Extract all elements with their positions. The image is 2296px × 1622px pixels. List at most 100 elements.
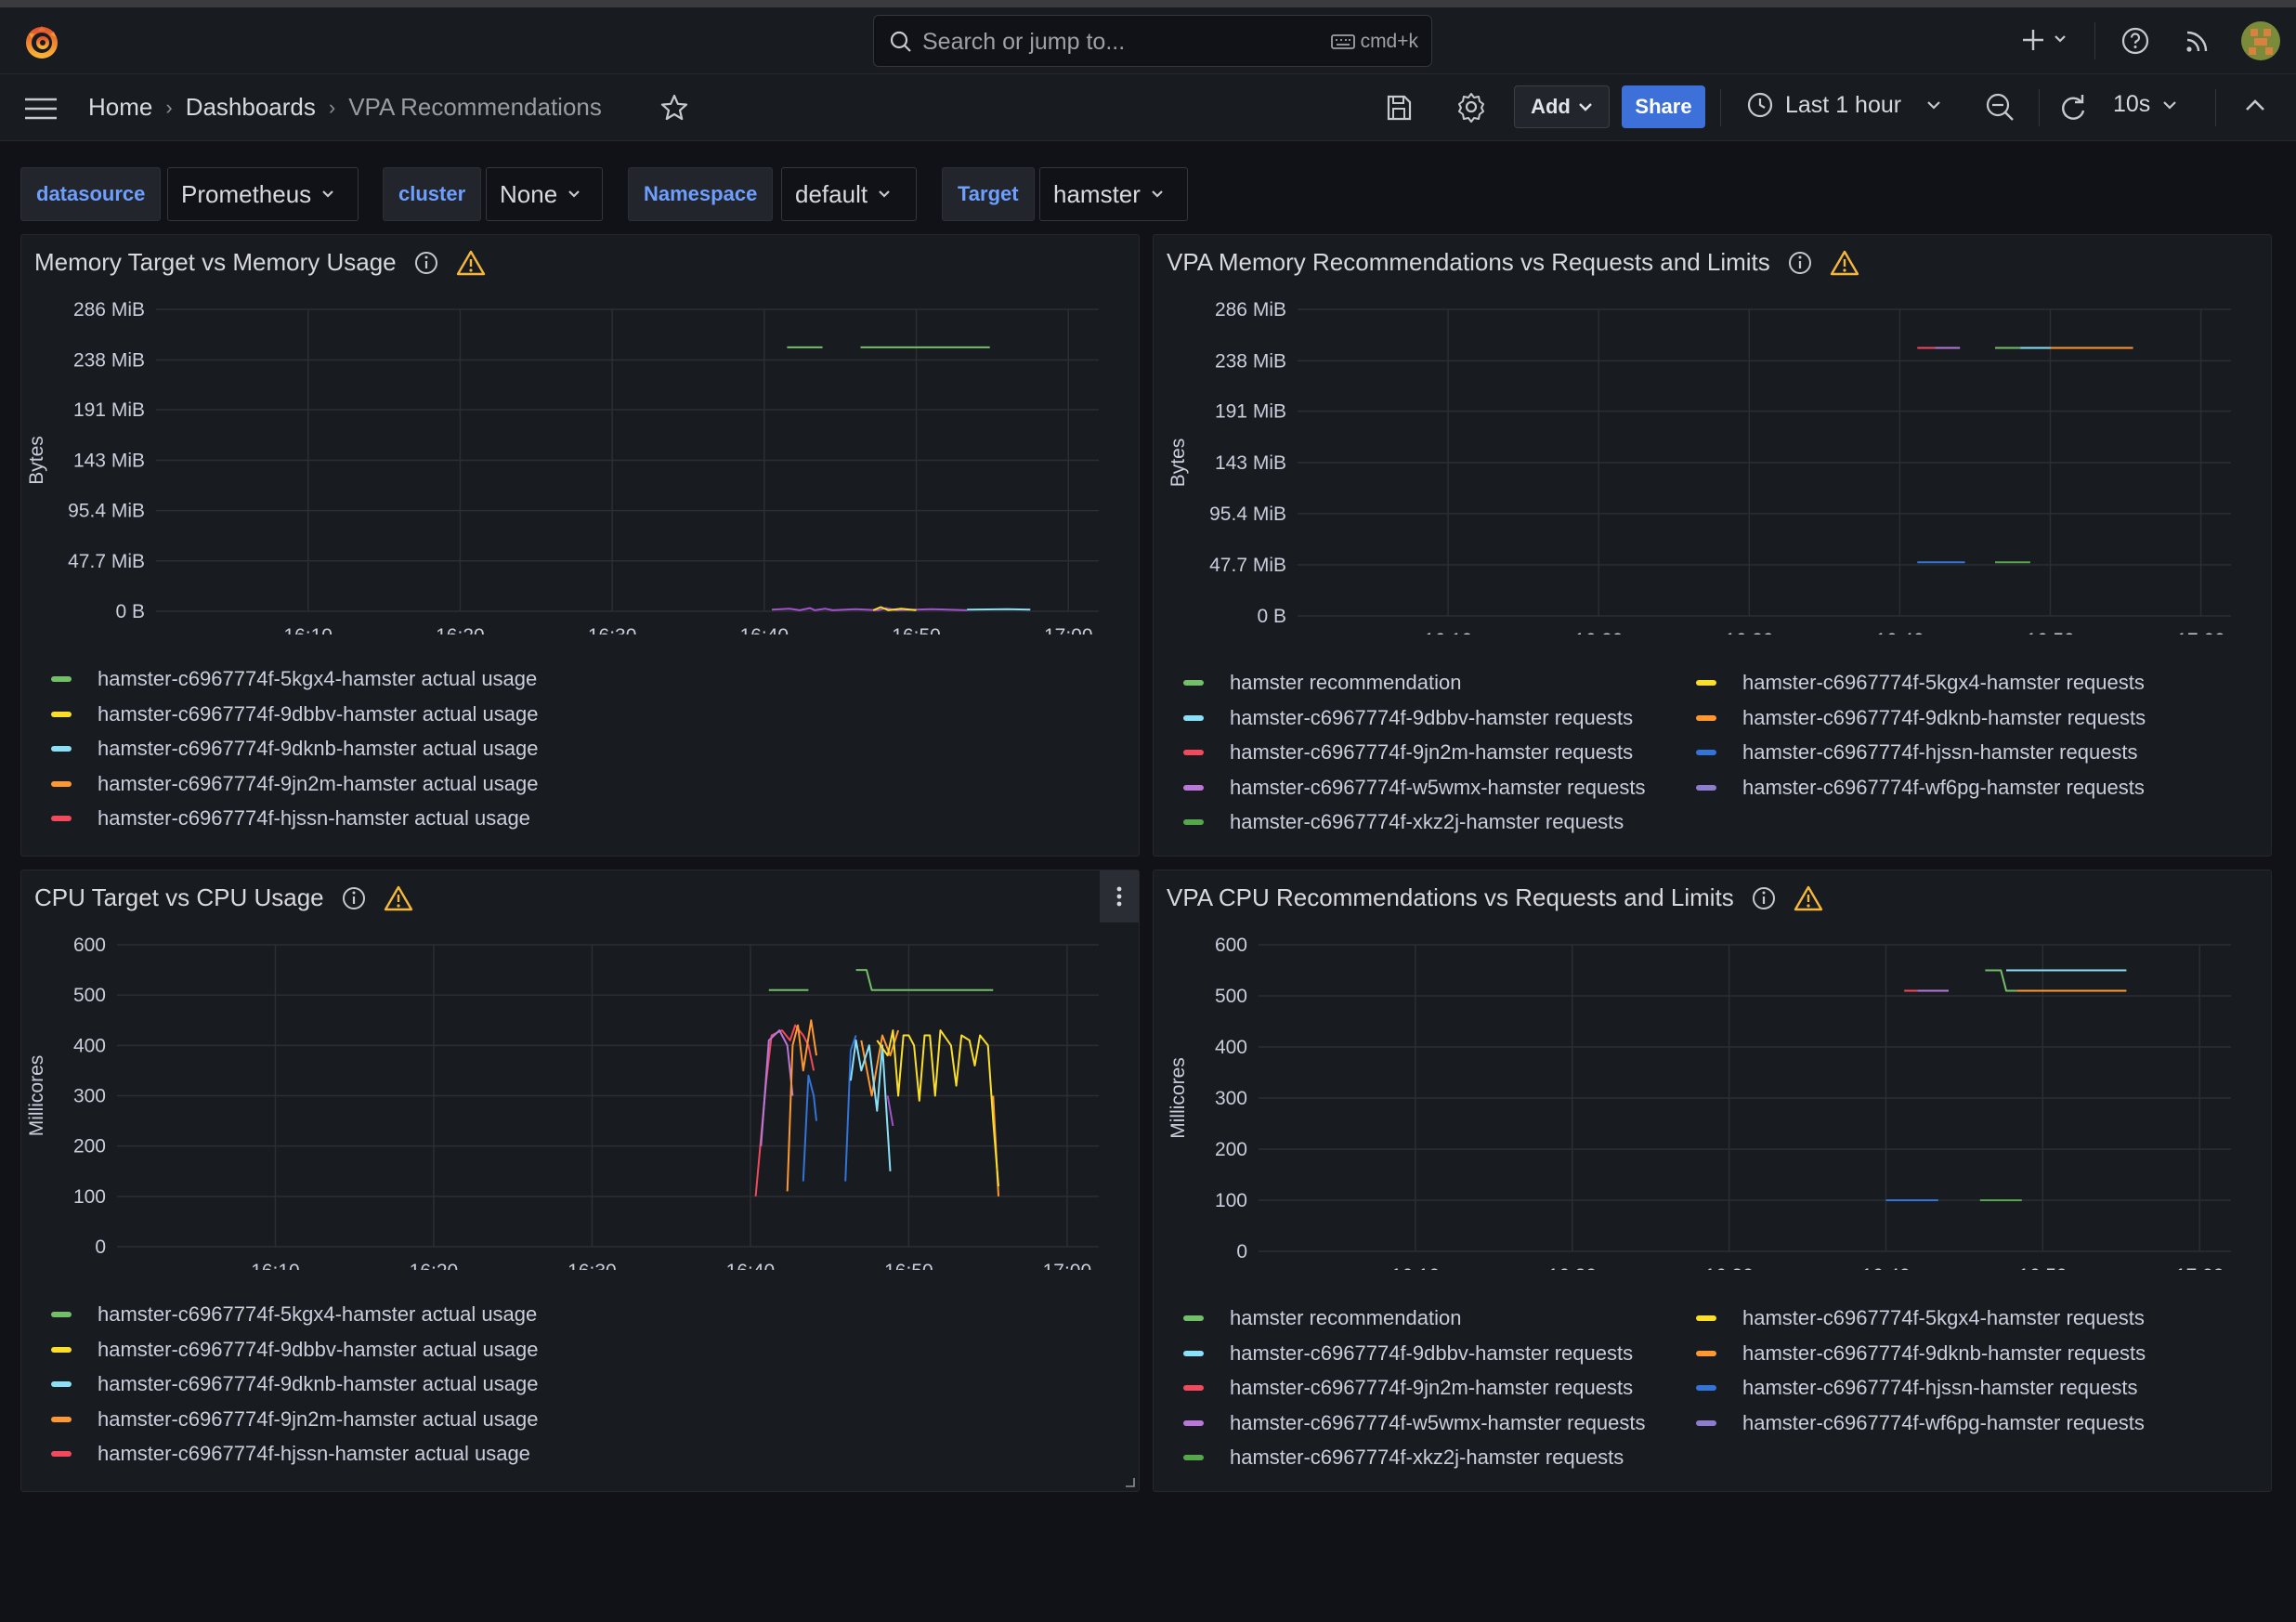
legend-item[interactable]: hamster-c6967774f-wf6pg-hamster requests — [1696, 776, 2145, 800]
legend-swatch — [51, 816, 72, 821]
legend-item[interactable]: hamster recommendation — [1183, 1306, 1461, 1330]
legend-item[interactable]: hamster-c6967774f-w5wmx-hamster requests — [1183, 776, 1646, 800]
panel-menu-button[interactable] — [1100, 870, 1139, 922]
var-select-target[interactable]: hamster — [1039, 167, 1188, 221]
new-plus-icon[interactable] — [2020, 26, 2074, 54]
legend-label: hamster-c6967774f-hjssn-hamster actual u… — [98, 1442, 530, 1465]
star-favorite-icon[interactable] — [659, 93, 689, 123]
panel-vpa-cpu[interactable]: VPA CPU Recommendations vs Requests and … — [1153, 870, 2272, 1492]
info-icon[interactable] — [1751, 885, 1777, 911]
legend-item[interactable]: hamster-c6967774f-wf6pg-hamster requests — [1696, 1411, 2145, 1435]
vpa-cpu-chart[interactable]: 0 100 200 300 400 500 600 16:10 16:20 16:30 16:40 1… — [1154, 926, 2273, 1270]
var-value: None — [500, 179, 558, 208]
series-line — [849, 1039, 892, 1171]
refresh-icon[interactable] — [2056, 92, 2088, 124]
breadcrumb-home[interactable]: Home — [88, 93, 153, 121]
legend-item[interactable]: hamster-c6967774f-9jn2m-hamster actual u… — [51, 772, 538, 796]
info-icon[interactable] — [341, 885, 367, 911]
legend-item[interactable]: hamster-c6967774f-9jn2m-hamster requests — [1183, 740, 1633, 765]
menu-icon[interactable] — [24, 97, 58, 121]
time-range-picker[interactable]: Last 1 hour — [1746, 91, 1942, 119]
legend-item[interactable]: hamster-c6967774f-hjssn-hamster requests — [1696, 740, 2138, 765]
legend-label: hamster-c6967774f-9jn2m-hamster requests — [1230, 740, 1634, 764]
news-rss-icon[interactable] — [2183, 26, 2212, 56]
series-line — [786, 1019, 817, 1192]
legend-item[interactable]: hamster-c6967774f-9jn2m-hamster requests — [1183, 1376, 1633, 1400]
x-tick-label: 17:00 — [1044, 625, 1093, 634]
add-label: Add — [1531, 95, 1571, 118]
panel-cpu-usage[interactable]: CPU Target vs CPU Usage 0 100 200 300 400 500… — [20, 870, 1140, 1492]
legend-item[interactable]: hamster-c6967774f-9dknb-hamster requests — [1696, 1341, 2146, 1366]
warning-icon[interactable] — [456, 250, 486, 276]
vpa-memory-chart[interactable]: 0 B 47.7 MiB 95.4 MiB 143 MiB 191 MiB 238 MiB… — [1154, 291, 2273, 634]
legend-item[interactable]: hamster recommendation — [1183, 671, 1461, 695]
legend-item[interactable]: hamster-c6967774f-hjssn-hamster actual u… — [51, 806, 530, 831]
legend-item[interactable]: hamster-c6967774f-w5wmx-hamster requests — [1183, 1411, 1646, 1435]
resize-handle[interactable] — [1124, 1476, 1135, 1487]
y-tick-label: 300 — [73, 1086, 106, 1107]
legend-item[interactable]: hamster-c6967774f-9dbbv-hamster actual u… — [51, 702, 539, 726]
add-button[interactable]: Add — [1514, 85, 1610, 128]
breadcrumb-dashboards[interactable]: Dashboards — [185, 93, 316, 121]
legend-item[interactable]: hamster-c6967774f-hjssn-hamster requests — [1696, 1376, 2138, 1400]
legend-item[interactable]: hamster-c6967774f-5kgx4-hamster actual u… — [51, 1302, 537, 1327]
help-icon[interactable] — [2120, 26, 2150, 56]
y-tick-label: 200 — [73, 1136, 106, 1158]
legend-label: hamster-c6967774f-9dbbv-hamster actual u… — [98, 1337, 539, 1361]
y-tick-label: 400 — [73, 1035, 106, 1056]
grafana-logo-icon[interactable] — [20, 20, 63, 63]
x-tick-label: 16:30 — [1725, 630, 1774, 634]
legend-item[interactable]: hamster-c6967774f-xkz2j-hamster requests — [1183, 1445, 1624, 1470]
legend-swatch — [1696, 1385, 1716, 1391]
legend-item[interactable]: hamster-c6967774f-9dbbv-hamster requests — [1183, 1341, 1633, 1366]
memory-usage-chart[interactable]: 0 B 47.7 MiB 95.4 MiB 143 MiB 191 MiB 238 MiB… — [21, 291, 1141, 634]
legend-item[interactable]: hamster-c6967774f-9dknb-hamster requests — [1696, 706, 2146, 730]
legend-label: hamster-c6967774f-9dbbv-hamster actual u… — [98, 701, 539, 726]
gear-icon[interactable] — [1455, 91, 1487, 123]
var-select-cluster[interactable]: None — [486, 167, 603, 221]
var-select-namespace[interactable]: default — [781, 167, 917, 221]
divider — [2094, 22, 2095, 59]
warning-icon[interactable] — [1794, 885, 1823, 911]
legend-item[interactable]: hamster-c6967774f-9dknb-hamster actual u… — [51, 737, 539, 761]
y-axis-title: Millicores — [26, 1055, 47, 1137]
var-value: hamster — [1053, 179, 1141, 208]
search-placeholder: Search or jump to... — [922, 29, 1126, 55]
var-select-datasource[interactable]: Prometheus — [167, 167, 359, 221]
y-tick-label: 238 MiB — [1215, 350, 1286, 372]
legend-item[interactable]: hamster-c6967774f-xkz2j-hamster requests — [1183, 810, 1624, 834]
chevron-up-icon[interactable] — [2241, 95, 2269, 117]
warning-icon[interactable] — [384, 885, 413, 911]
legend-item[interactable]: hamster-c6967774f-9dknb-hamster actual u… — [51, 1372, 539, 1396]
legend-item[interactable]: hamster-c6967774f-9jn2m-hamster actual u… — [51, 1407, 538, 1432]
search-input[interactable]: Search or jump to... cmd+k — [873, 15, 1432, 67]
legend-label: hamster-c6967774f-9dknb-hamster requests — [1742, 1341, 2146, 1365]
legend-item[interactable]: hamster-c6967774f-5kgx4-hamster requests — [1696, 671, 2145, 695]
x-tick-label: 16:10 — [283, 625, 333, 634]
var-label-target: Target — [942, 167, 1035, 221]
info-icon[interactable] — [413, 250, 439, 276]
legend-item[interactable]: hamster-c6967774f-hjssn-hamster actual u… — [51, 1442, 530, 1466]
y-axis-title: Bytes — [1168, 438, 1189, 488]
refresh-interval-picker[interactable]: 10s — [2113, 91, 2178, 118]
legend-item[interactable]: hamster-c6967774f-5kgx4-hamster requests — [1696, 1306, 2145, 1330]
panel-header: VPA Memory Recommendations vs Requests a… — [1167, 248, 1859, 277]
legend-label: hamster-c6967774f-9dbbv-hamster requests — [1230, 1341, 1634, 1365]
panel-vpa-memory[interactable]: VPA Memory Recommendations vs Requests a… — [1153, 234, 2272, 857]
y-tick-label: 238 MiB — [73, 350, 145, 372]
y-tick-label: 0 B — [115, 601, 145, 622]
legend-item[interactable]: hamster-c6967774f-5kgx4-hamster actual u… — [51, 667, 537, 691]
save-dashboard-icon[interactable] — [1384, 93, 1414, 123]
dashboard-navbar: Home › Dashboards › VPA Recommendations … — [0, 74, 2296, 141]
series-line — [872, 606, 917, 611]
user-avatar[interactable] — [2240, 20, 2281, 61]
info-icon[interactable] — [1787, 250, 1813, 276]
legend-label: hamster-c6967774f-w5wmx-hamster requests — [1230, 775, 1646, 799]
legend-item[interactable]: hamster-c6967774f-9dbbv-hamster actual u… — [51, 1338, 539, 1362]
warning-icon[interactable] — [1830, 250, 1859, 276]
cpu-usage-chart[interactable]: 0 100 200 300 400 500 600 16:10 16:20 16:30 16:40 1… — [21, 926, 1141, 1270]
legend-item[interactable]: hamster-c6967774f-9dbbv-hamster requests — [1183, 706, 1633, 730]
zoom-out-icon[interactable] — [1985, 92, 2016, 124]
share-button[interactable]: Share — [1622, 85, 1705, 128]
panel-memory-usage[interactable]: Memory Target vs Memory Usage 0 B 47.7 Mi… — [20, 234, 1140, 857]
